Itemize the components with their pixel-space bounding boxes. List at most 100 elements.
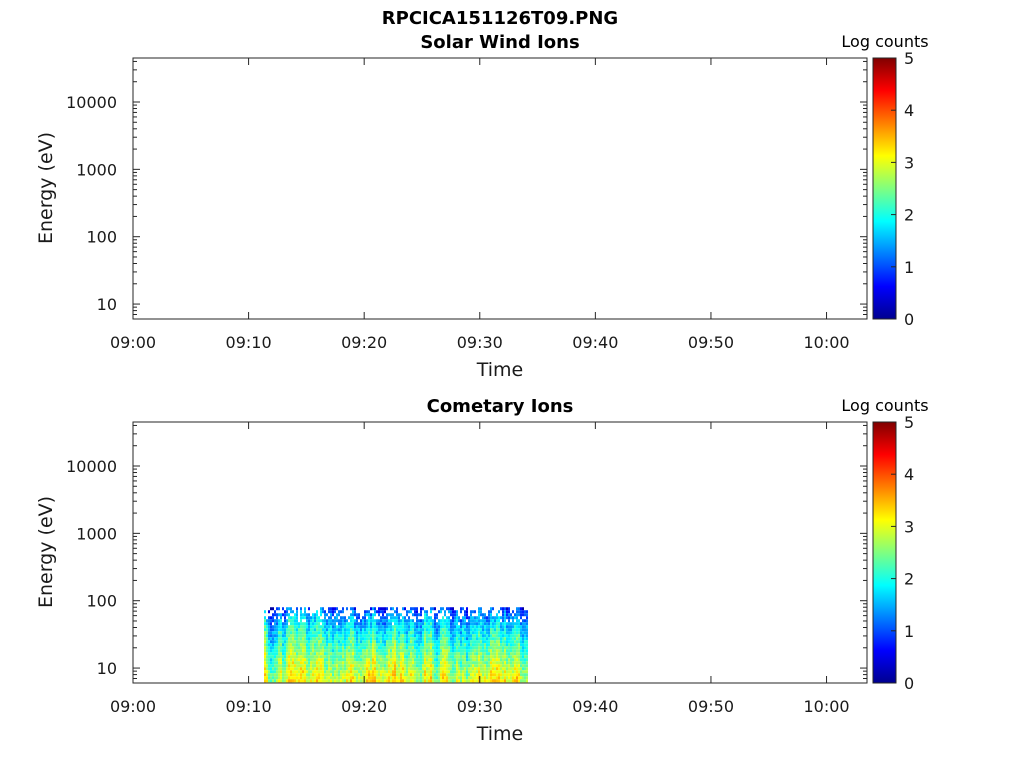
spectrogram-cell — [316, 652, 319, 656]
spectrogram-cell — [272, 661, 275, 665]
spectrogram-cell — [286, 622, 289, 626]
spectrogram-cell — [512, 673, 515, 677]
spectrogram-cell — [374, 631, 377, 635]
spectrogram-cell — [498, 643, 501, 647]
spectrogram-cell — [350, 664, 353, 668]
spectrogram-cell — [432, 652, 435, 656]
spectrogram-cell — [288, 634, 291, 638]
spectrogram-cell — [418, 676, 421, 680]
spectrogram-cell — [392, 625, 395, 629]
spectrogram-cell — [482, 649, 485, 653]
spectrogram-cell — [274, 652, 277, 656]
spectrogram-cell — [380, 637, 383, 641]
spectrogram-cell — [510, 661, 513, 665]
spectrogram-cell — [282, 661, 285, 665]
spectrogram-cell — [356, 676, 359, 680]
spectrogram-cell — [460, 655, 463, 659]
spectrogram-cell — [430, 670, 433, 674]
spectrogram-cell — [336, 607, 339, 611]
spectrogram-cell — [438, 679, 441, 683]
spectrogram-cell — [466, 649, 469, 653]
spectrogram-cell — [414, 649, 417, 653]
spectrogram-cell — [398, 661, 401, 665]
spectrogram-cell — [376, 640, 379, 644]
spectrogram-cell — [294, 616, 297, 620]
spectrogram-cell — [414, 673, 417, 677]
spectrogram-cell — [492, 622, 495, 626]
spectrogram-cell — [272, 646, 275, 650]
spectrogram-cell — [386, 670, 389, 674]
spectrogram-cell — [430, 619, 433, 623]
spectrogram-cell — [378, 619, 381, 623]
spectrogram-cell — [414, 676, 417, 680]
spectrogram-cell — [526, 673, 529, 677]
spectrogram-cell — [294, 667, 297, 671]
spectrogram-cell — [292, 622, 295, 626]
spectrogram-cell — [320, 658, 323, 662]
colorbar-tick-label: 5 — [904, 413, 914, 432]
spectrogram-cell — [400, 655, 403, 659]
spectrogram-cell — [358, 637, 361, 641]
spectrogram-cell — [516, 643, 519, 647]
spectrogram-cell — [300, 679, 303, 683]
spectrogram-cell — [426, 625, 429, 629]
spectrogram-cell — [354, 634, 357, 638]
spectrogram-cell — [342, 616, 345, 620]
spectrogram-cell — [448, 649, 451, 653]
spectrogram-cell — [518, 667, 521, 671]
spectrogram-cell — [494, 649, 497, 653]
spectrogram-cell — [332, 646, 335, 650]
spectrogram-cell — [272, 673, 275, 677]
spectrogram-cell — [392, 664, 395, 668]
spectrogram-cell — [268, 634, 271, 638]
spectrogram-cell — [372, 607, 375, 611]
spectrogram-cell — [480, 664, 483, 668]
spectrogram-cell — [318, 619, 321, 623]
spectrogram-cell — [334, 664, 337, 668]
spectrogram-cell — [408, 616, 411, 620]
spectrogram-cell — [492, 631, 495, 635]
spectrogram-cell — [498, 679, 501, 683]
spectrogram-cell — [302, 646, 305, 650]
spectrogram-cell — [344, 640, 347, 644]
spectrogram-cell — [296, 643, 299, 647]
spectrogram-cell — [490, 634, 493, 638]
spectrogram-cell — [404, 667, 407, 671]
spectrogram-cell — [428, 649, 431, 653]
spectrogram-cell — [416, 625, 419, 629]
spectrogram-cell — [284, 613, 287, 617]
spectrogram-cell — [322, 670, 325, 674]
spectrogram-cell — [488, 664, 491, 668]
spectrogram-cell — [338, 619, 341, 623]
spectrogram-cell — [282, 664, 285, 668]
spectrogram-cell — [388, 619, 391, 623]
spectrogram-cell — [434, 616, 437, 620]
spectrogram-cell — [298, 631, 301, 635]
spectrogram-cell — [372, 631, 375, 635]
spectrogram-cell — [394, 622, 397, 626]
spectrogram-cell — [286, 658, 289, 662]
spectrogram-cell — [346, 640, 349, 644]
spectrogram-cell — [446, 676, 449, 680]
spectrogram-cell — [444, 658, 447, 662]
spectrogram-cell — [468, 652, 471, 656]
spectrogram-cell — [390, 679, 393, 683]
spectrogram-cell — [446, 649, 449, 653]
spectrogram-cell — [336, 667, 339, 671]
spectrogram-cell — [392, 613, 395, 617]
spectrogram-cell — [478, 625, 481, 629]
spectrogram-cell — [434, 619, 437, 623]
spectrogram-cell — [514, 646, 517, 650]
spectrogram-cell — [462, 661, 465, 665]
spectrogram-cell — [268, 676, 271, 680]
spectrogram-cell — [330, 661, 333, 665]
spectrogram-cell — [372, 655, 375, 659]
spectrogram-cell — [358, 667, 361, 671]
spectrogram-cell — [372, 619, 375, 623]
spectrogram-cell — [266, 676, 269, 680]
spectrogram-cell — [292, 679, 295, 683]
spectrogram-cell — [284, 628, 287, 632]
spectrogram-cell — [434, 670, 437, 674]
spectrogram-cell — [348, 649, 351, 653]
spectrogram-cell — [428, 643, 431, 647]
